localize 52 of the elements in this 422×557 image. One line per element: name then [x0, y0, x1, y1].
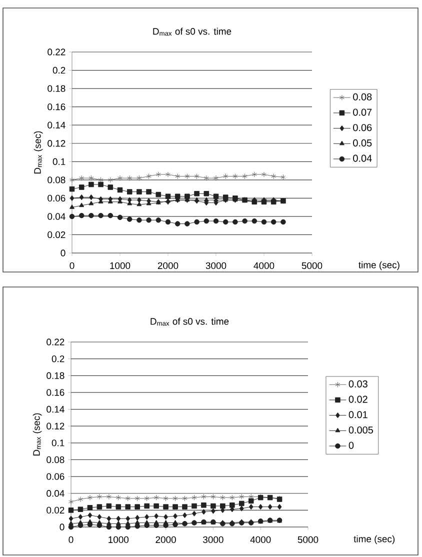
chart-title: D$_{max}$ of s0 vs. time: [150, 318, 229, 326]
legend-label: 0.01: [348, 411, 368, 418]
legend-label: 0.08: [353, 93, 372, 100]
legend-label: 0.005: [348, 426, 373, 434]
y-tick-label: 0.02: [48, 231, 66, 238]
y-tick-label: 0.02: [46, 506, 64, 514]
x-tick-label: 2000: [158, 262, 178, 270]
y-tick-label: 0.06: [48, 194, 66, 202]
x-tick-label: 3000: [203, 536, 224, 544]
x-tick-label: 0: [70, 262, 74, 270]
legend-label: 0.03: [348, 380, 368, 388]
y-tick-label: 0.22: [48, 48, 66, 56]
legend-label: 0.06: [353, 124, 372, 132]
y-tick-label: 0.14: [46, 406, 64, 413]
x-tick-label: 4000: [254, 262, 274, 270]
y-tick-label: 0.04: [48, 213, 66, 220]
y-tick-label: 0.2: [52, 355, 64, 362]
y-tick-label: 0: [60, 250, 66, 256]
legend-label: 0.04: [353, 154, 372, 162]
x-axis-title: time (sec): [354, 535, 395, 544]
y-tick-label: 0: [60, 524, 64, 530]
y-tick-label: 0.08: [46, 456, 64, 464]
y-tick-label: 0.16: [46, 389, 64, 396]
y-tick-label: 0.18: [48, 85, 66, 92]
chart-title: D$_{max}$ of s0 vs. time: [153, 28, 232, 36]
x-tick-label: 3000: [206, 262, 226, 270]
y-tick-label: 0.2: [52, 66, 66, 74]
y-tick-label: 0.08: [48, 176, 66, 184]
legend-label: 0.07: [353, 108, 372, 116]
x-tick-label: 1000: [110, 262, 130, 270]
y-tick-label: 0.04: [46, 490, 64, 497]
y-tick-label: 0.16: [48, 103, 66, 110]
y-tick-label: 0.12: [48, 140, 66, 147]
y-tick-label: 0.12: [46, 422, 64, 430]
x-tick-label: 5000: [298, 536, 318, 544]
x-tick-label: 2000: [156, 536, 176, 544]
legend-label: 0.05: [353, 139, 372, 146]
y-tick-label: 0.14: [48, 122, 66, 128]
y-tick-label: 0.1: [52, 440, 64, 446]
y-axis-title: D$_{max}$ (sec): [34, 131, 43, 174]
x-tick-label: 4000: [250, 536, 271, 544]
x-tick-label: 0: [68, 536, 74, 544]
legend-label: 0: [348, 442, 354, 449]
x-axis-title: time (sec): [358, 261, 400, 270]
y-tick-label: 0.06: [46, 473, 64, 480]
y-tick-label: 0.1: [52, 158, 66, 165]
legend-label: 0.02: [348, 396, 368, 403]
y-axis-title: D$_{max}$ (sec): [32, 413, 42, 456]
x-tick-label: 5000: [302, 262, 322, 270]
y-tick-label: 0.18: [46, 372, 64, 379]
y-tick-label: 0.22: [46, 338, 64, 346]
x-tick-label: 1000: [108, 536, 129, 544]
